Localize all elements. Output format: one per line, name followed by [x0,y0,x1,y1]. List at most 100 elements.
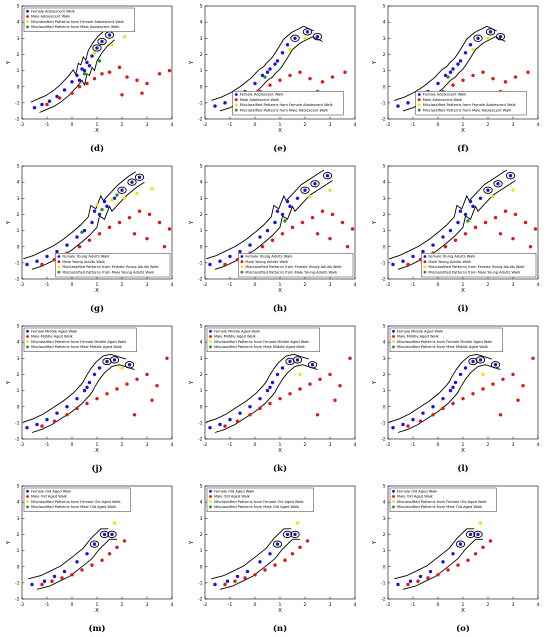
y-axis-label: Y [372,540,378,545]
x-tick-label: 0 [254,442,257,448]
x-axis-label: X [95,608,99,614]
male-point [77,85,82,89]
misclassified-female-point [328,188,332,192]
y-tick-label: 0 [200,84,203,90]
female-point [401,259,405,263]
misclassified-male-point [115,193,119,197]
y-tick-label: 2 [383,52,386,58]
y-tick-label: 2 [200,52,203,58]
female-point [265,70,270,74]
x-tick-label: 1 [279,122,282,128]
decision-boundary [23,171,137,260]
male-point [340,220,345,225]
y-tick-label: 3 [17,356,20,362]
scatter-panel-h: -2 -1 0 1 2 3 4 -2 -1 0 1 2 3 4 5 X Y Female Young Adults… [189,164,357,294]
male-point [463,232,468,236]
y-tick-label: 3 [200,196,203,202]
y-tick-label: -2 [381,117,386,123]
male-point [350,227,355,231]
legend-entry: Misclassified Patterns from Female Middl… [397,340,493,344]
female-point [293,36,297,40]
male-point [501,377,505,381]
male-point [115,387,119,391]
female-point [396,104,400,108]
male-point [406,262,410,267]
male-point [260,245,265,249]
x-tick-label: 4 [171,282,174,288]
male-point [125,75,129,79]
male-point [155,384,159,388]
y-axis-label: Y [6,540,12,545]
x-tick-label: 3 [146,282,149,288]
female-point [42,579,47,583]
y-tick-label: 0 [383,84,386,90]
female-point [112,196,117,200]
misclassified-female-point [308,194,312,199]
y-tick-label: 1 [200,548,203,554]
female-point [293,532,297,537]
female-point [213,582,217,587]
decision-boundary-loop [282,530,293,539]
y-tick-label: -1 [381,260,386,266]
male-point [513,212,518,217]
x-tick-label: 4 [354,122,357,128]
male-point [40,262,44,267]
x-axis-label: X [278,608,282,614]
x-tick-label: 1 [462,442,465,448]
male-point [533,227,538,231]
decision-boundary-loop [493,180,503,188]
female-point [35,422,39,427]
y-tick-label: -2 [15,277,20,283]
legend-entry: Misclassified Patterns from Male Adolesc… [240,108,329,112]
y-tick-label: 2 [17,532,20,538]
legend-entry: Misclassified Patterns from Male Middle … [31,345,123,349]
male-point [235,419,240,423]
legend-marker [57,265,61,269]
female-point [443,73,448,78]
misclassified-female-point [481,372,485,377]
y-axis-label: Y [189,540,195,545]
legend-entry: Male Young Adults Walk [245,260,288,264]
female-point [82,228,87,233]
male-point [308,382,312,386]
male-point [491,76,495,81]
x-tick-label: -1 [45,282,50,288]
female-point [102,532,107,537]
legend-entry: Misclassified Patterns from Male Old Age… [397,505,483,509]
decision-boundary-loop [473,530,483,539]
x-tick-label: -1 [228,122,233,128]
y-tick-label: 0 [200,244,203,250]
male-point [481,545,485,550]
male-point [491,382,495,386]
male-point [120,93,124,97]
scatter-panel-n: -2 -1 0 1 2 3 4 -2 -1 0 1 2 3 4 5 X Y Female Old Aged Wal… [189,484,357,614]
legend-marker [26,345,29,349]
male-point [122,539,127,543]
legend-entry: Female Middle Aged Walk [31,330,78,334]
male-point [70,91,74,95]
male-point [157,72,162,76]
female-point [476,532,480,537]
y-tick-label: 2 [200,532,203,538]
decision-boundary-loop [292,356,303,364]
female-point [218,422,222,427]
male-point [157,220,162,225]
male-point [493,215,498,220]
x-axis-label: X [461,608,465,614]
male-point [132,232,137,236]
legend-marker [234,98,238,102]
x-tick-label: 1 [96,122,99,128]
y-tick-label: 4 [383,180,386,186]
male-point [75,406,79,411]
scatter-panel-j: -2 -1 0 1 2 3 4 -2 -1 0 1 2 3 4 5 X Y Female Middle Aged … [6,324,174,454]
legend-marker [417,103,421,107]
y-tick-label: 5 [17,484,20,490]
male-point [406,582,410,587]
legend-entry: Male Middle Aged Walk [31,335,74,339]
male-point [418,419,423,423]
scatter-panel-m: -2 -1 0 1 2 3 4 -2 -1 0 1 2 3 4 5 X Y Female Old Aged Wal… [6,484,174,614]
